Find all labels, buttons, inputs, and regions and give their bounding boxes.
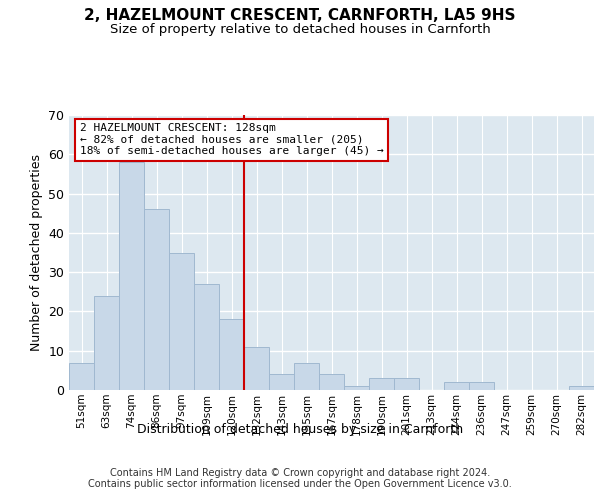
Bar	[394, 378, 419, 390]
Bar	[69, 362, 94, 390]
Bar	[469, 382, 494, 390]
Text: Distribution of detached houses by size in Carnforth: Distribution of detached houses by size …	[137, 422, 463, 436]
Bar	[444, 382, 469, 390]
Text: Contains public sector information licensed under the Open Government Licence v3: Contains public sector information licen…	[88, 479, 512, 489]
Bar	[194, 284, 219, 390]
Bar	[294, 362, 319, 390]
Text: Contains HM Land Registry data © Crown copyright and database right 2024.: Contains HM Land Registry data © Crown c…	[110, 468, 490, 477]
Bar	[369, 378, 394, 390]
Bar	[94, 296, 119, 390]
Bar	[169, 252, 194, 390]
Bar	[219, 320, 244, 390]
Bar	[269, 374, 294, 390]
Bar	[344, 386, 369, 390]
Y-axis label: Number of detached properties: Number of detached properties	[29, 154, 43, 351]
Text: 2, HAZELMOUNT CRESCENT, CARNFORTH, LA5 9HS: 2, HAZELMOUNT CRESCENT, CARNFORTH, LA5 9…	[84, 8, 516, 22]
Bar	[144, 210, 169, 390]
Bar	[119, 162, 144, 390]
Text: Size of property relative to detached houses in Carnforth: Size of property relative to detached ho…	[110, 22, 490, 36]
Bar	[569, 386, 594, 390]
Text: 2 HAZELMOUNT CRESCENT: 128sqm
← 82% of detached houses are smaller (205)
18% of : 2 HAZELMOUNT CRESCENT: 128sqm ← 82% of d…	[79, 123, 383, 156]
Bar	[244, 347, 269, 390]
Bar	[319, 374, 344, 390]
